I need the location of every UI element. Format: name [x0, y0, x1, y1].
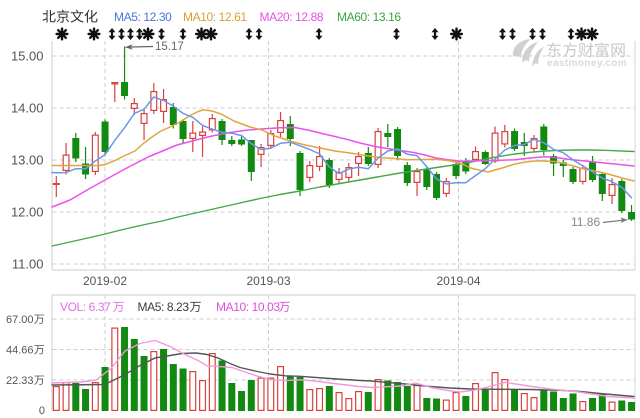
svg-text:22.33: 22.33 — [6, 375, 34, 387]
svg-text:15.00: 15.00 — [11, 49, 44, 64]
svg-text:0: 0 — [39, 405, 45, 417]
svg-text:2019-02: 2019-02 — [83, 274, 127, 288]
svg-text:MA10: 10.03: MA10: 10.03 — [216, 300, 280, 314]
svg-text:MA60: 13.16: MA60: 13.16 — [337, 10, 401, 24]
svg-text:MA5: 12.30: MA5: 12.30 — [114, 10, 172, 24]
svg-text:44.66: 44.66 — [6, 345, 34, 357]
svg-text:VOL: 6.37: VOL: 6.37 — [60, 300, 111, 314]
svg-text:MA20: 12.88: MA20: 12.88 — [260, 10, 324, 24]
svg-text:15.17: 15.17 — [155, 41, 184, 53]
svg-text:13.00: 13.00 — [11, 153, 44, 168]
svg-text:MA10: 12.61: MA10: 12.61 — [183, 10, 247, 24]
svg-text:11.86: 11.86 — [571, 215, 600, 229]
svg-text:2019-03: 2019-03 — [246, 274, 290, 288]
svg-text:MA5: 8.23: MA5: 8.23 — [138, 300, 190, 314]
svg-text:14.00: 14.00 — [11, 101, 44, 116]
svg-text:67.00: 67.00 — [6, 314, 34, 326]
svg-text:eastmoney.com: eastmoney.com — [547, 58, 627, 69]
svg-text:11.00: 11.00 — [12, 257, 44, 272]
svg-text:12.00: 12.00 — [11, 205, 44, 220]
svg-text:2019-04: 2019-04 — [436, 274, 480, 288]
